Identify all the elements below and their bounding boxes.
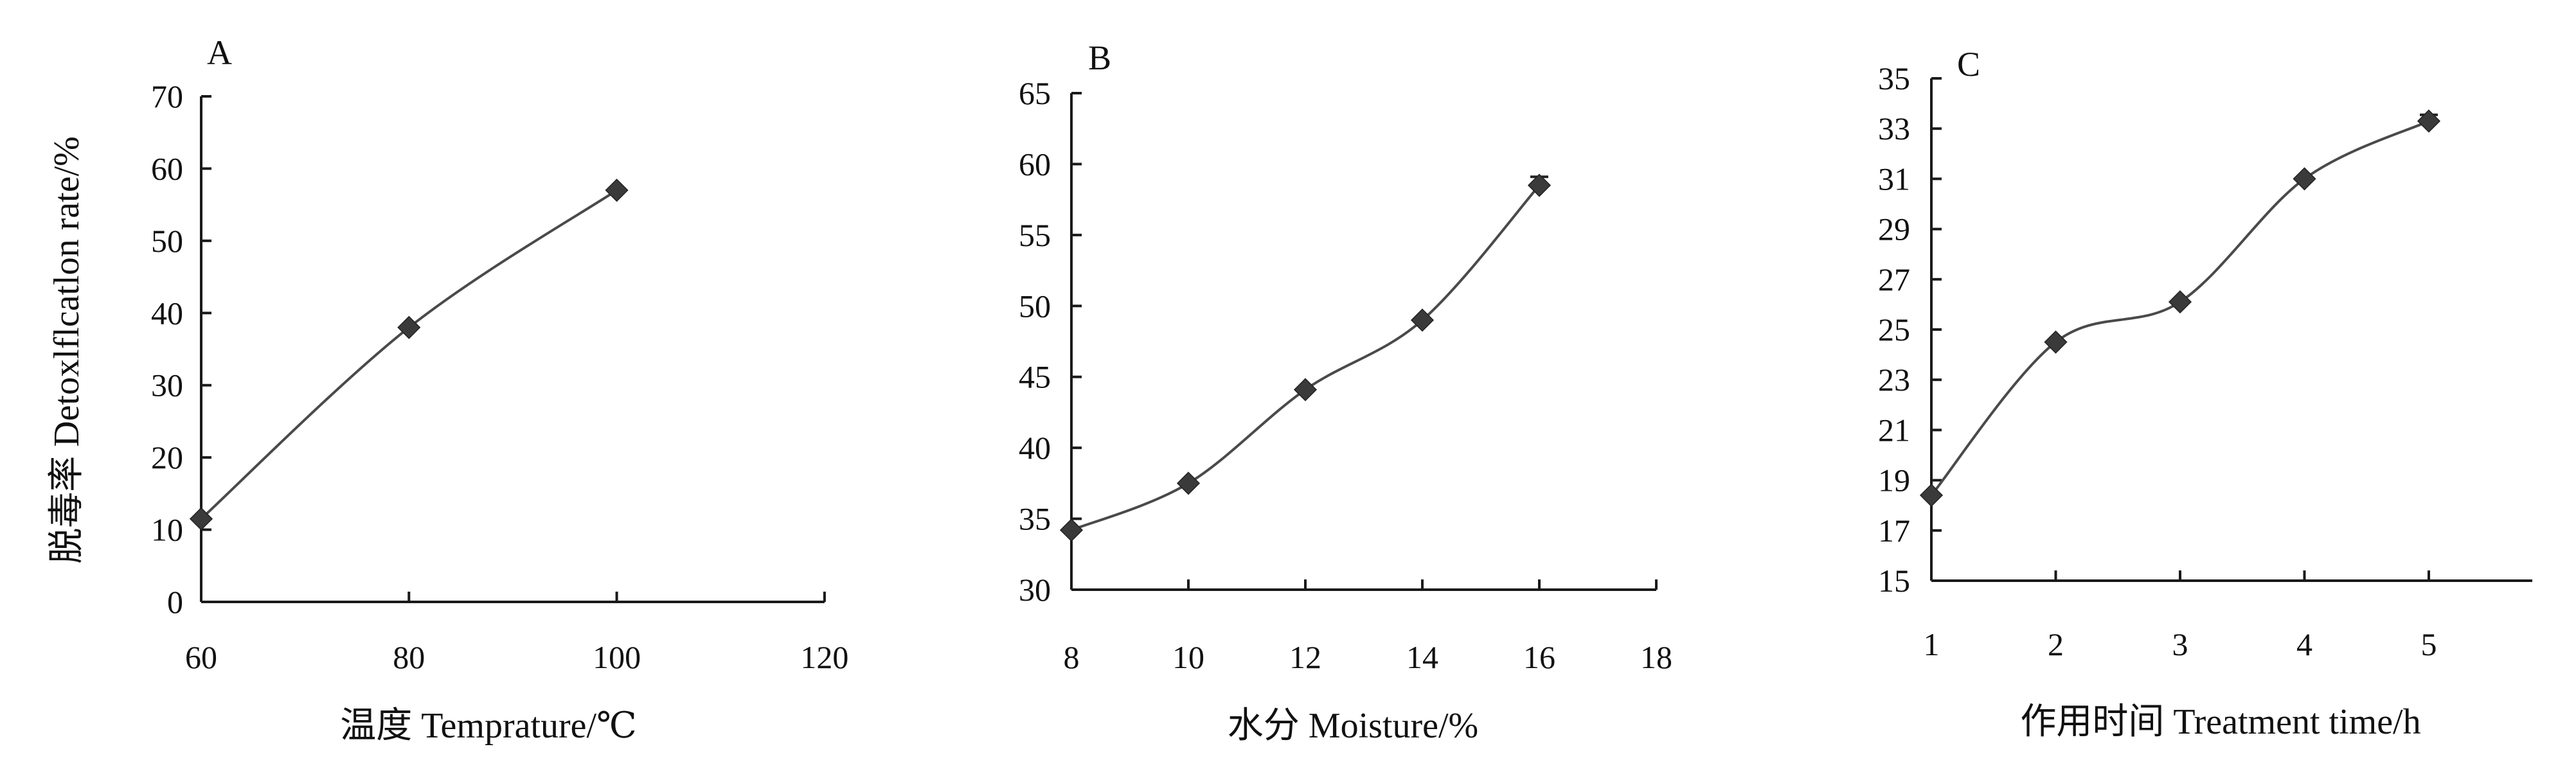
data-point-marker bbox=[1919, 483, 1944, 507]
panel-c-x-title: 作用时间 Treatment time/h bbox=[2020, 702, 2420, 742]
x-tick-label: 10 bbox=[1172, 639, 1204, 675]
panel-a-x-ticks: 60 80 100 120 bbox=[185, 592, 848, 675]
y-tick-label: 15 bbox=[1878, 563, 1910, 599]
y-tick-label: 35 bbox=[1019, 501, 1051, 537]
x-tick-label: 5 bbox=[2421, 626, 2437, 662]
y-tick-label: 31 bbox=[1878, 161, 1910, 197]
panel-b-series-line bbox=[1071, 184, 1541, 532]
y-tick-label: 0 bbox=[167, 584, 183, 620]
y-tick-label: 19 bbox=[1878, 463, 1910, 498]
y-tick-label: 50 bbox=[151, 223, 183, 259]
y-tick-label: 10 bbox=[151, 512, 183, 548]
y-tick-label: 60 bbox=[151, 150, 183, 186]
y-tick-label: 30 bbox=[151, 367, 183, 403]
y-tick-label: 30 bbox=[1019, 572, 1051, 608]
panel-c-x-ticks: 1 2 3 4 5 bbox=[1924, 570, 2437, 662]
x-tick-label: 8 bbox=[1064, 639, 1080, 675]
panel-b-x-title: 水分 Moisture/% bbox=[1228, 706, 1478, 746]
y-tick-label: 21 bbox=[1878, 412, 1910, 448]
y-tick-label: 33 bbox=[1878, 110, 1910, 146]
data-point-marker bbox=[2293, 167, 2316, 191]
data-point-marker bbox=[189, 507, 213, 531]
y-tick-label: 23 bbox=[1878, 362, 1910, 398]
x-tick-label: 14 bbox=[1406, 639, 1438, 675]
data-point-marker bbox=[1410, 308, 1435, 332]
data-point-marker bbox=[1527, 173, 1552, 197]
panel-c-y-ticks: 15 17 19 21 23 25 27 29 31 33 35 bbox=[1878, 60, 1942, 599]
data-point-marker bbox=[1293, 378, 1318, 401]
panel-a-y-ticks: 0 10 20 30 40 50 60 70 bbox=[151, 78, 211, 620]
y-tick-label: 29 bbox=[1878, 211, 1910, 247]
data-point-marker bbox=[1176, 472, 1201, 495]
x-tick-label: 100 bbox=[593, 639, 641, 675]
x-tick-label: 120 bbox=[800, 639, 848, 675]
panel-b: 30 35 40 45 50 55 60 65 8 10 12 14 16 18 B 水分 Moistu… bbox=[1019, 39, 1672, 746]
panel-b-x-ticks: 8 10 12 14 16 18 bbox=[1064, 579, 1672, 675]
panel-c-letter: C bbox=[1957, 45, 1980, 84]
y-tick-label: 17 bbox=[1878, 513, 1910, 549]
y-tick-label: 27 bbox=[1878, 261, 1910, 297]
y-tick-label: 40 bbox=[1019, 430, 1051, 466]
panel-a-y-title: 脱毒率 Detoxlflcatlon rate/% bbox=[47, 136, 87, 564]
panel-b-letter: B bbox=[1088, 39, 1111, 77]
y-tick-label: 25 bbox=[1878, 312, 1910, 348]
panel-b-y-ticks: 30 35 40 45 50 55 60 65 bbox=[1019, 75, 1082, 608]
y-tick-label: 55 bbox=[1019, 217, 1051, 253]
panel-b-markers bbox=[1059, 173, 1552, 542]
data-point-marker bbox=[605, 179, 629, 202]
data-point-marker bbox=[2168, 290, 2192, 314]
panel-a-letter: A bbox=[207, 33, 232, 72]
y-tick-label: 45 bbox=[1019, 359, 1051, 395]
x-tick-label: 18 bbox=[1640, 639, 1672, 675]
y-tick-label: 20 bbox=[151, 439, 183, 475]
y-tick-label: 60 bbox=[1019, 146, 1051, 182]
x-tick-label: 12 bbox=[1289, 639, 1321, 675]
data-point-marker bbox=[397, 315, 421, 339]
y-tick-label: 65 bbox=[1019, 75, 1051, 111]
x-tick-label: 16 bbox=[1523, 639, 1555, 675]
panel-a-series-line bbox=[200, 189, 618, 520]
panel-a: 0 10 20 30 40 50 60 70 60 80 100 120 A 温度 Tempratu… bbox=[47, 33, 848, 746]
panel-a-markers bbox=[189, 179, 629, 531]
data-point-marker bbox=[2044, 330, 2068, 354]
x-tick-label: 80 bbox=[393, 639, 425, 675]
y-tick-label: 40 bbox=[151, 295, 183, 331]
x-tick-label: 60 bbox=[185, 639, 217, 675]
y-tick-label: 50 bbox=[1019, 288, 1051, 324]
data-point-marker bbox=[2417, 109, 2441, 133]
x-tick-label: 3 bbox=[2172, 626, 2188, 662]
x-tick-label: 4 bbox=[2296, 626, 2312, 662]
y-tick-label: 35 bbox=[1878, 60, 1910, 96]
x-tick-label: 1 bbox=[1924, 626, 1940, 662]
y-tick-label: 70 bbox=[151, 78, 183, 114]
data-point-marker bbox=[1059, 518, 1084, 542]
x-tick-label: 2 bbox=[2048, 626, 2064, 662]
panel-a-x-title: 温度 Temprature/℃ bbox=[340, 706, 636, 746]
panel-c-markers bbox=[1919, 109, 2441, 507]
